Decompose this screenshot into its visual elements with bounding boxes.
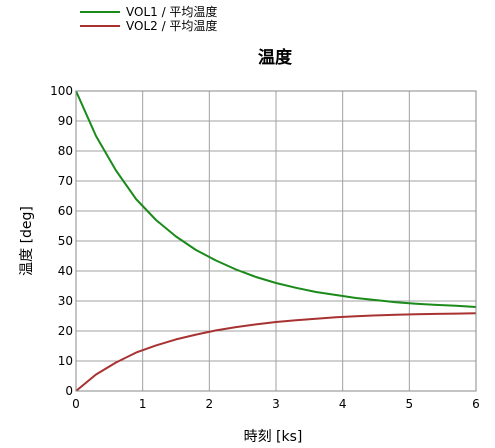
- chart-title: 温度: [258, 47, 293, 68]
- grid: [76, 91, 476, 391]
- series-group: [75, 90, 477, 392]
- x-tick-label: 1: [139, 397, 147, 411]
- y-tick-labels: 0 10 20 30 40 50 60 70 80 90 100: [50, 84, 73, 398]
- y-tick-label: 90: [58, 114, 73, 128]
- legend-label-1: VOL1 / 平均温度: [126, 4, 217, 19]
- x-tick-labels: 0 1 2 3 4 5 6: [72, 397, 480, 411]
- x-axis-label: 時刻 [ks]: [244, 429, 303, 445]
- x-tick-label: 0: [72, 397, 80, 411]
- x-tick-label: 5: [406, 397, 414, 411]
- y-tick-label: 0: [65, 384, 73, 398]
- y-tick-label: 10: [58, 354, 73, 368]
- y-tick-label: 40: [58, 264, 73, 278]
- y-axis-label: 温度 [deg]: [19, 206, 35, 276]
- y-tick-label: 70: [58, 174, 73, 188]
- legend-label-2: VOL2 / 平均温度: [126, 18, 217, 33]
- y-tick-label: 20: [58, 324, 73, 338]
- plot-frame: [75, 90, 477, 392]
- y-tick-label: 80: [58, 144, 73, 158]
- series-line-1: [75, 90, 477, 308]
- x-tick-label: 3: [272, 397, 280, 411]
- x-tick-label: 6: [472, 397, 480, 411]
- y-tick-label: 30: [58, 294, 73, 308]
- x-tick-label: 2: [206, 397, 214, 411]
- series-line-2: [75, 312, 477, 392]
- x-tick-label: 4: [339, 397, 347, 411]
- y-tick-label: 50: [58, 234, 73, 248]
- y-tick-label: 60: [58, 204, 73, 218]
- y-tick-label: 100: [50, 84, 73, 98]
